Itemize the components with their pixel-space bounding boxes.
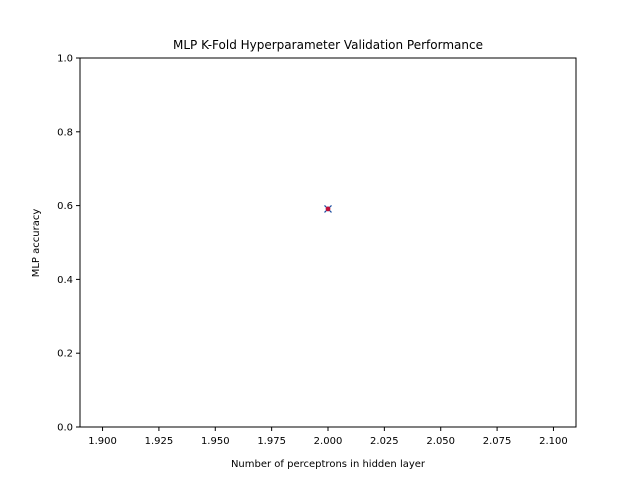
y-tick-label: 1.0 <box>57 54 73 65</box>
x-tick-label: 1.975 <box>257 436 286 447</box>
x-tick-label: 2.050 <box>426 436 455 447</box>
x-tick-label: 2.000 <box>314 436 343 447</box>
x-axis: 1.900 1.925 1.950 1.975 2.000 2.025 2.050 2.075… <box>88 427 568 447</box>
y-axis-label: MLP accuracy <box>31 209 42 278</box>
x-tick-label: 1.900 <box>88 436 117 447</box>
x-tick-label: 1.925 <box>145 436 174 447</box>
y-tick-label: 0.8 <box>57 127 73 138</box>
y-axis: 0.0 0.2 0.4 0.6 0.8 1.0 <box>57 54 80 434</box>
y-tick-label: 0.4 <box>57 275 73 286</box>
x-axis-label: Number of perceptrons in hidden layer <box>231 459 426 470</box>
y-tick-label: 0.2 <box>57 349 73 360</box>
plot-frame <box>79 57 577 428</box>
x-tick-label: 1.950 <box>201 436 230 447</box>
x-tick-label: 2.075 <box>483 436 512 447</box>
y-tick-label: 0.0 <box>57 423 73 434</box>
y-tick-label: 0.6 <box>57 201 73 212</box>
data-marks <box>324 204 332 213</box>
x-tick-label: 2.100 <box>539 436 568 447</box>
x-tick-label: 2.025 <box>370 436 399 447</box>
chart-title: MLP K-Fold Hyperparameter Validation Per… <box>173 38 483 52</box>
data-point-dot <box>325 206 331 212</box>
